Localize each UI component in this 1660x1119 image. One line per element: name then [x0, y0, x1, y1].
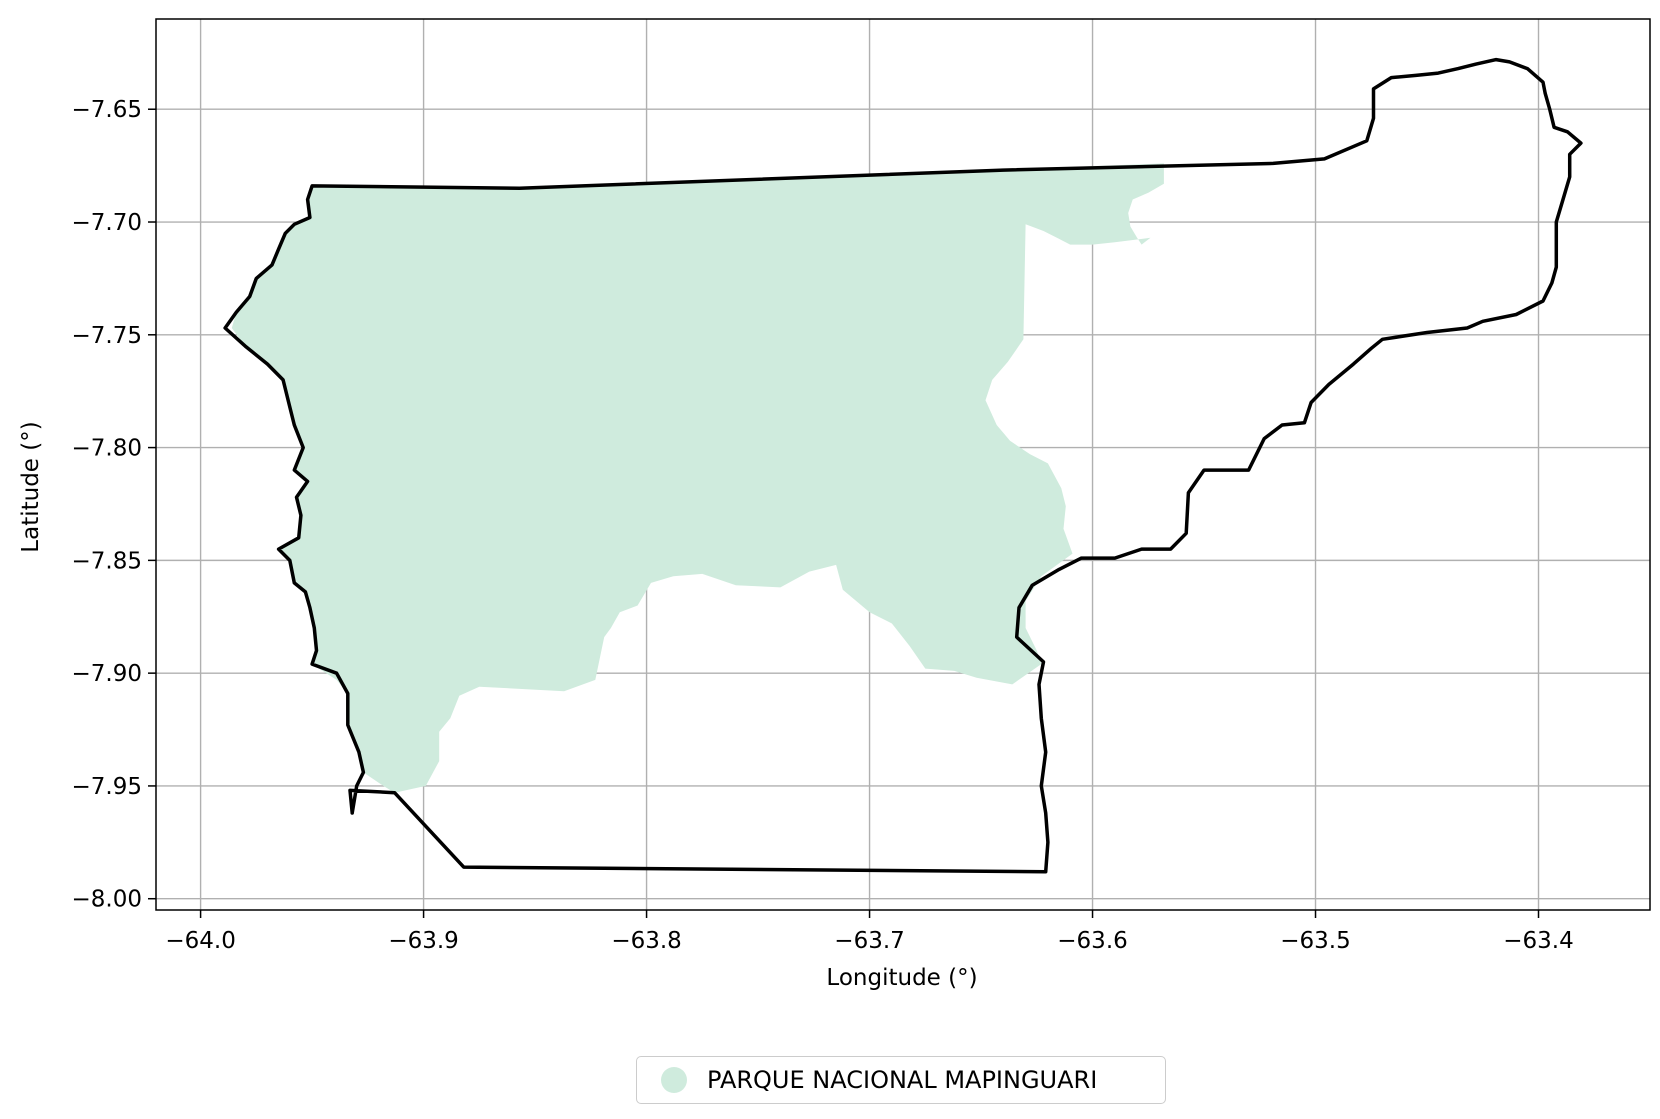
x-axis-ticks: −64.0 −63.9 −63.8 −63.7 −63.6 −63.5 −63.4: [165, 910, 1574, 954]
x-tick-label: −63.4: [1503, 928, 1573, 954]
x-tick-label: −63.9: [388, 928, 458, 954]
y-tick-label: −8.00: [72, 887, 142, 913]
x-tick-label: −63.8: [611, 928, 681, 954]
plot-frame: [155, 18, 1651, 911]
x-tick-label: −63.6: [1057, 928, 1127, 954]
y-tick-label: −7.80: [72, 436, 142, 462]
x-axis-title: Longitude (°): [826, 965, 977, 991]
x-tick-label: −63.5: [1280, 928, 1350, 954]
y-axis-title: Latitude (°): [18, 421, 44, 552]
x-tick-label: −63.7: [834, 928, 904, 954]
y-tick-label: −7.85: [72, 548, 142, 574]
boundary-outline: [223, 57, 1583, 874]
legend-label: PARQUE NACIONAL MAPINGUARI: [707, 1066, 1098, 1094]
y-tick-label: −7.70: [72, 210, 142, 236]
y-axis-ticks: −7.65 −7.70 −7.75 −7.80 −7.85 −7.90 −7.95 −8.00: [72, 97, 156, 913]
y-tick-label: −7.75: [72, 323, 142, 349]
legend: PARQUE NACIONAL MAPINGUARI: [636, 1056, 1166, 1104]
y-tick-label: −7.95: [72, 774, 142, 800]
y-tick-label: −7.65: [72, 97, 142, 123]
park-area-polygon: [231, 163, 1164, 793]
x-tick-label: −64.0: [165, 928, 235, 954]
y-tick-label: −7.90: [72, 661, 142, 687]
legend-marker-icon: [661, 1067, 687, 1093]
